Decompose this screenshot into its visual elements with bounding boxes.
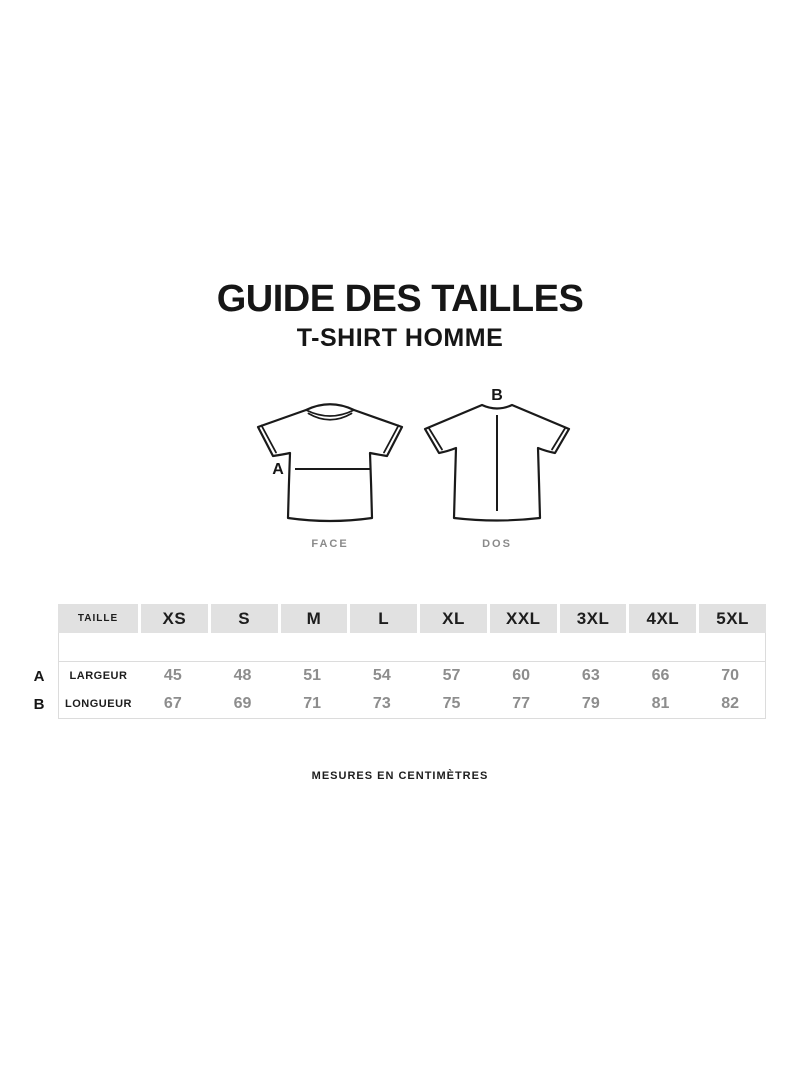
col-header-3xl: 3XL <box>556 604 627 633</box>
tshirt-front-diagram: A <box>245 385 415 540</box>
size-value: 63 <box>581 667 600 684</box>
size-value: 70 <box>721 667 740 684</box>
size-value: 71 <box>303 695 322 712</box>
tshirt-front-outline <box>256 403 404 523</box>
collar-band-outer <box>305 409 355 417</box>
col-header-4xl: 4XL <box>626 604 697 633</box>
size-value: 73 <box>372 695 391 712</box>
size-value: 57 <box>442 667 461 684</box>
row-key-a: A <box>33 668 45 685</box>
back-caption: DOS <box>482 538 512 550</box>
size-value: 67 <box>163 695 182 712</box>
collar-band-inner <box>307 412 353 421</box>
size-value: 82 <box>721 695 740 712</box>
tshirt-front-icon: A <box>256 403 404 523</box>
tshirt-back-diagram: B <box>412 385 582 540</box>
size-value: 75 <box>442 695 461 712</box>
row-key-b: B <box>33 696 45 713</box>
size-value: 66 <box>651 667 670 684</box>
size-value: 48 <box>233 667 252 684</box>
units-footnote: MESURES EN CENTIMÈTRES <box>311 770 489 782</box>
page-subtitle: T-SHIRT HOMME <box>296 324 504 352</box>
measure-a-label: A <box>272 461 284 478</box>
col-header-xs: XS <box>138 604 208 633</box>
col-header-xl: XL <box>417 604 487 633</box>
size-value: 81 <box>651 695 670 712</box>
left-cuff-seam <box>427 426 443 451</box>
col-header-s: S <box>207 604 278 633</box>
size-value: 79 <box>581 695 600 712</box>
table-row-largeur: LARGEUR 45 48 51 54 57 60 63 66 70 <box>59 662 765 690</box>
row-label: LONGUEUR <box>65 698 132 710</box>
col-header-5xl: 5XL <box>696 604 766 633</box>
front-caption: FACE <box>311 538 349 550</box>
right-cuff-seam <box>383 424 400 454</box>
col-header-m: M <box>277 604 348 633</box>
size-value: 69 <box>233 695 252 712</box>
size-value: 77 <box>512 695 531 712</box>
col-header-taille: TAILLE <box>58 604 138 633</box>
size-value: 45 <box>163 667 182 684</box>
row-label: LARGEUR <box>69 670 128 682</box>
size-table: A B TAILLE XS S M L XL XXL 3XL 4XL 5XL L… <box>34 604 766 719</box>
size-table-header-row: TAILLE XS S M L XL XXL 3XL 4XL 5XL <box>58 604 766 633</box>
tshirt-back-icon: B <box>423 387 571 522</box>
left-cuff-seam <box>260 424 277 454</box>
right-cuff-seam <box>551 426 567 451</box>
table-row-longueur: LONGUEUR 67 69 71 73 75 77 79 81 82 <box>59 690 765 718</box>
size-value: 60 <box>512 667 531 684</box>
col-header-xxl: XXL <box>486 604 557 633</box>
page-title: GUIDE DES TAILLES <box>216 278 584 320</box>
spacer-row <box>59 633 765 661</box>
size-value: 51 <box>303 667 322 684</box>
size-table-body: LARGEUR 45 48 51 54 57 60 63 66 70 LONGU… <box>58 633 766 719</box>
size-value: 54 <box>372 667 391 684</box>
col-header-l: L <box>347 604 418 633</box>
data-rows: LARGEUR 45 48 51 54 57 60 63 66 70 LONGU… <box>59 661 765 718</box>
measure-b-label: B <box>491 387 503 404</box>
